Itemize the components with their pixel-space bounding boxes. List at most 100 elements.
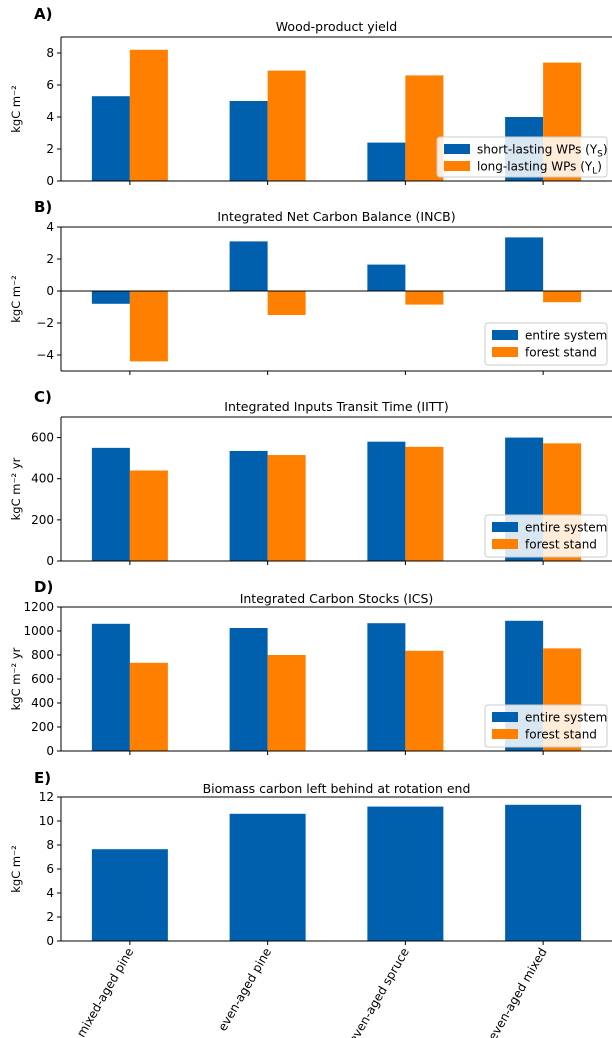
legend: entire system forest stand: [484, 704, 608, 748]
panel-1: A) Wood-product yield 0 2 4 6 8 kgC m⁻² short-la…: [9, 5, 612, 188]
legend-subscript: S: [597, 150, 603, 160]
bar: [91, 291, 130, 304]
bar: [229, 813, 306, 941]
bar: [367, 623, 406, 751]
legend-label: entire system: [525, 711, 607, 725]
y-tick-label: 8: [46, 46, 54, 60]
bar: [405, 446, 444, 561]
bar: [129, 470, 168, 561]
panel-5: E) Biomass carbon left behind at rotation…: [9, 769, 612, 1038]
bar: [91, 849, 168, 941]
bar: [367, 142, 406, 181]
legend-swatch: [492, 729, 518, 739]
panel-2: B) Integrated Net Carbon Balance (INCB) −4…: [9, 198, 612, 375]
y-tick-label: 0: [46, 744, 54, 758]
y-tick-label: 600: [31, 431, 54, 445]
legend-label: forest stand: [525, 728, 597, 742]
bar: [267, 655, 306, 751]
category-label: even-aged mixed: [485, 946, 549, 1038]
legend-label: short-lasting WPs (YS): [477, 143, 608, 160]
bar: [91, 623, 130, 751]
y-tick-label: 1200: [23, 600, 54, 614]
panel-title: Wood-product yield: [276, 19, 397, 34]
legend-suffix: ): [597, 160, 602, 174]
bar: [505, 237, 544, 291]
legend: entire system forest stand: [484, 514, 608, 558]
bar: [405, 650, 444, 751]
panel-title: Biomass carbon left behind at rotation e…: [203, 781, 471, 796]
y-tick-label: 2: [46, 252, 54, 266]
bar: [505, 804, 582, 941]
bar: [267, 70, 306, 181]
y-tick-label: 800: [31, 648, 54, 662]
y-tick-label: −2: [36, 316, 54, 330]
legend-suffix: ): [603, 143, 608, 157]
y-tick-label: 6: [46, 78, 54, 92]
legend: short-lasting WPs (YS)long-lasting WPs (…: [436, 136, 608, 178]
y-tick-label: 2: [46, 910, 54, 924]
y-tick-label: 6: [46, 862, 54, 876]
legend-swatch: [492, 330, 518, 340]
bar: [91, 96, 130, 181]
legend-swatch: [492, 539, 518, 549]
y-tick-label: 0: [46, 554, 54, 568]
bar: [367, 441, 406, 561]
y-tick-label: 400: [31, 472, 54, 486]
bar: [267, 455, 306, 561]
legend-label: forest stand: [525, 346, 597, 360]
bar: [129, 49, 168, 181]
legend-label: forest stand: [525, 538, 597, 552]
y-axis-label: kgC m⁻² yr: [9, 647, 23, 710]
legend: entire system forest stand: [484, 322, 608, 366]
bar: [229, 101, 268, 181]
panel-letter: C): [34, 388, 52, 406]
y-tick-label: 400: [31, 696, 54, 710]
y-axis-label: kgC m⁻²: [9, 845, 23, 893]
legend-subscript: L: [592, 167, 597, 177]
y-tick-label: 0: [46, 934, 54, 948]
bar: [91, 447, 130, 561]
y-tick-label: 8: [46, 838, 54, 852]
y-tick-label: 0: [46, 284, 54, 298]
legend-swatch: [444, 144, 470, 154]
legend-swatch: [492, 712, 518, 722]
legend-box: [436, 136, 608, 178]
bar: [543, 291, 582, 303]
legend-label: entire system: [525, 521, 607, 535]
panel-title: Integrated Carbon Stocks (ICS): [240, 591, 434, 606]
panel-4: D) Integrated Carbon Stocks (ICS) 0 200 400 6…: [9, 578, 612, 758]
panel-letter: A): [34, 5, 52, 23]
panel-letter: D): [34, 578, 53, 596]
bar: [229, 450, 268, 561]
bar: [367, 264, 406, 291]
y-tick-label: 2: [46, 142, 54, 156]
y-tick-label: 12: [39, 790, 54, 804]
y-tick-label: 1000: [23, 624, 54, 638]
bar: [405, 291, 444, 305]
y-axis-label: kgC m⁻² yr: [9, 457, 23, 520]
y-tick-label: 4: [46, 110, 54, 124]
legend-swatch: [492, 522, 518, 532]
panel-title: Integrated Inputs Transit Time (IITT): [224, 399, 448, 414]
y-tick-label: 0: [46, 174, 54, 188]
y-tick-label: 200: [31, 720, 54, 734]
y-tick-label: 4: [46, 220, 54, 234]
y-axis-label: kgC m⁻²: [9, 275, 23, 323]
y-tick-label: 4: [46, 886, 54, 900]
y-tick-label: 600: [31, 672, 54, 686]
legend-label: entire system: [525, 329, 607, 343]
y-tick-label: −4: [36, 348, 54, 362]
panel-title: Integrated Net Carbon Balance (INCB): [217, 209, 455, 224]
legend-label: long-lasting WPs (YL): [477, 160, 602, 177]
bar: [229, 628, 268, 751]
y-tick-label: 10: [39, 814, 54, 828]
category-label: even-aged pine: [215, 946, 274, 1034]
category-label: mixed-aged pine: [74, 946, 137, 1038]
bar: [229, 241, 268, 291]
bar: [129, 662, 168, 751]
legend-swatch: [444, 161, 470, 171]
panel-letter: B): [34, 198, 52, 216]
bar: [267, 291, 306, 315]
y-tick-label: 200: [31, 513, 54, 527]
